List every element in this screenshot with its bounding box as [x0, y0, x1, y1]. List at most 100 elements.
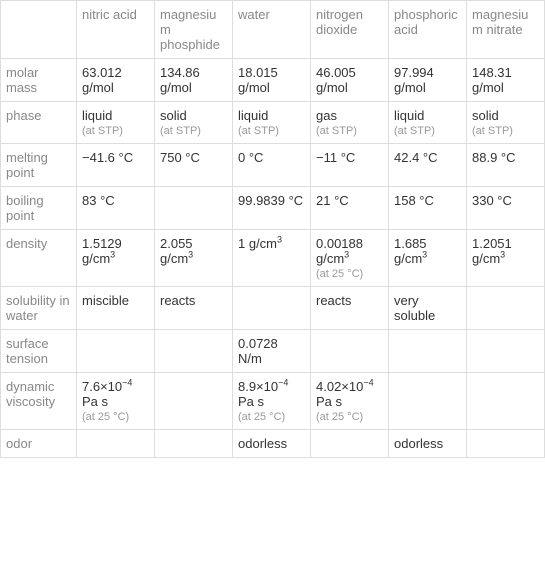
- cell-value: 0 °C: [238, 150, 263, 165]
- table-row: odor odorless odorless: [1, 430, 545, 458]
- cell: [467, 330, 545, 373]
- cell: [389, 330, 467, 373]
- cell: [77, 430, 155, 458]
- cell-value: 88.9 °C: [472, 150, 516, 165]
- cell: [77, 330, 155, 373]
- cell: [155, 187, 233, 230]
- table-row: surface tension 0.0728 N/m: [1, 330, 545, 373]
- cell: 0.00188 g/cm3(at 25 °C): [311, 230, 389, 287]
- cell-value: 1.2051 g/cm3: [472, 236, 512, 266]
- cell: 1.685 g/cm3: [389, 230, 467, 287]
- col-header: phosphoric acid: [389, 1, 467, 59]
- table-row: density1.5129 g/cm32.055 g/cm31 g/cm30.0…: [1, 230, 545, 287]
- table-row: melting point −41.6 °C 750 °C 0 °C −11 °C 42.…: [1, 144, 545, 187]
- row-label: solubility in water: [1, 287, 77, 330]
- cell-value: liquid: [238, 108, 268, 123]
- cell-value: gas: [316, 108, 337, 123]
- cell: 330 °C: [467, 187, 545, 230]
- cell: odorless: [233, 430, 311, 458]
- cell-value: 2.055 g/cm3: [160, 236, 193, 266]
- cell: 0.0728 N/m: [233, 330, 311, 373]
- cell: 1.5129 g/cm3: [77, 230, 155, 287]
- cell-value: 0.0728 N/m: [238, 336, 278, 366]
- table-row: molar mass63.012 g/mol134.86 g/mol18.015…: [1, 59, 545, 102]
- cell: [389, 373, 467, 430]
- row-label: surface tension: [1, 330, 77, 373]
- table-row: boiling point83 °C 99.9839 °C 21 °C 158 °C 3…: [1, 187, 545, 230]
- cell-value: 7.6×10−4 Pa s: [82, 379, 132, 409]
- table-row: solubility in water miscible reacts reacts v…: [1, 287, 545, 330]
- cell-sub: (at STP): [160, 125, 227, 137]
- cell: 21 °C: [311, 187, 389, 230]
- cell-sub: (at 25 °C): [238, 411, 305, 423]
- cell-value: very soluble: [394, 293, 435, 323]
- header-row: nitric acid magnesium phosphide water ni…: [1, 1, 545, 59]
- cell: liquid (at STP): [77, 102, 155, 144]
- cell-value: liquid: [394, 108, 424, 123]
- cell-value: miscible: [82, 293, 129, 308]
- cell-value: 0.00188 g/cm3: [316, 236, 363, 266]
- cell-value: 63.012 g/mol: [82, 65, 122, 95]
- cell: 83 °C: [77, 187, 155, 230]
- cell: 2.055 g/cm3: [155, 230, 233, 287]
- cell-value: 1.5129 g/cm3: [82, 236, 122, 266]
- cell-value: 148.31 g/mol: [472, 65, 512, 95]
- cell: solid (at STP): [155, 102, 233, 144]
- cell: [467, 287, 545, 330]
- cell: liquid (at STP): [233, 102, 311, 144]
- col-header: nitric acid: [77, 1, 155, 59]
- cell-value: reacts: [316, 293, 351, 308]
- cell: [311, 330, 389, 373]
- cell: [233, 287, 311, 330]
- cell: 4.02×10−4 Pa s(at 25 °C): [311, 373, 389, 430]
- col-header: nitrogen dioxide: [311, 1, 389, 59]
- cell-value: −41.6 °C: [82, 150, 133, 165]
- row-label: boiling point: [1, 187, 77, 230]
- cell: miscible: [77, 287, 155, 330]
- cell-value: 8.9×10−4 Pa s: [238, 379, 288, 409]
- cell-value: odorless: [394, 436, 443, 451]
- cell: reacts: [155, 287, 233, 330]
- cell: [155, 430, 233, 458]
- cell: 158 °C: [389, 187, 467, 230]
- cell-value: reacts: [160, 293, 195, 308]
- cell-sub: (at STP): [82, 125, 149, 137]
- cell: −41.6 °C: [77, 144, 155, 187]
- cell-value: solid: [472, 108, 499, 123]
- cell: very soluble: [389, 287, 467, 330]
- row-label: odor: [1, 430, 77, 458]
- cell: liquid(at STP): [389, 102, 467, 144]
- cell-value: liquid: [82, 108, 112, 123]
- cell: 0 °C: [233, 144, 311, 187]
- cell-value: 99.9839 °C: [238, 193, 303, 208]
- cell-value: 158 °C: [394, 193, 434, 208]
- cell: solid(at STP): [467, 102, 545, 144]
- row-label: dynamic viscosity: [1, 373, 77, 430]
- cell: 46.005 g/mol: [311, 59, 389, 102]
- cell: gas(at STP): [311, 102, 389, 144]
- cell: [155, 373, 233, 430]
- cell-sub: (at STP): [238, 125, 305, 137]
- cell: 42.4 °C: [389, 144, 467, 187]
- cell: 97.994 g/mol: [389, 59, 467, 102]
- cell-value: 42.4 °C: [394, 150, 438, 165]
- row-label: melting point: [1, 144, 77, 187]
- cell-value: 4.02×10−4 Pa s: [316, 379, 374, 409]
- cell-value: 134.86 g/mol: [160, 65, 200, 95]
- cell: [467, 430, 545, 458]
- cell-value: solid: [160, 108, 187, 123]
- cell-value: 1 g/cm3: [238, 236, 282, 251]
- table-body: molar mass63.012 g/mol134.86 g/mol18.015…: [1, 59, 545, 458]
- cell-value: 97.994 g/mol: [394, 65, 434, 95]
- cell: reacts: [311, 287, 389, 330]
- cell: −11 °C: [311, 144, 389, 187]
- col-header: magnesium nitrate: [467, 1, 545, 59]
- cell: 8.9×10−4 Pa s (at 25 °C): [233, 373, 311, 430]
- cell: 88.9 °C: [467, 144, 545, 187]
- cell: 63.012 g/mol: [77, 59, 155, 102]
- cell-value: 750 °C: [160, 150, 200, 165]
- cell-value: 1.685 g/cm3: [394, 236, 427, 266]
- cell: 148.31 g/mol: [467, 59, 545, 102]
- col-header: water: [233, 1, 311, 59]
- cell: [311, 430, 389, 458]
